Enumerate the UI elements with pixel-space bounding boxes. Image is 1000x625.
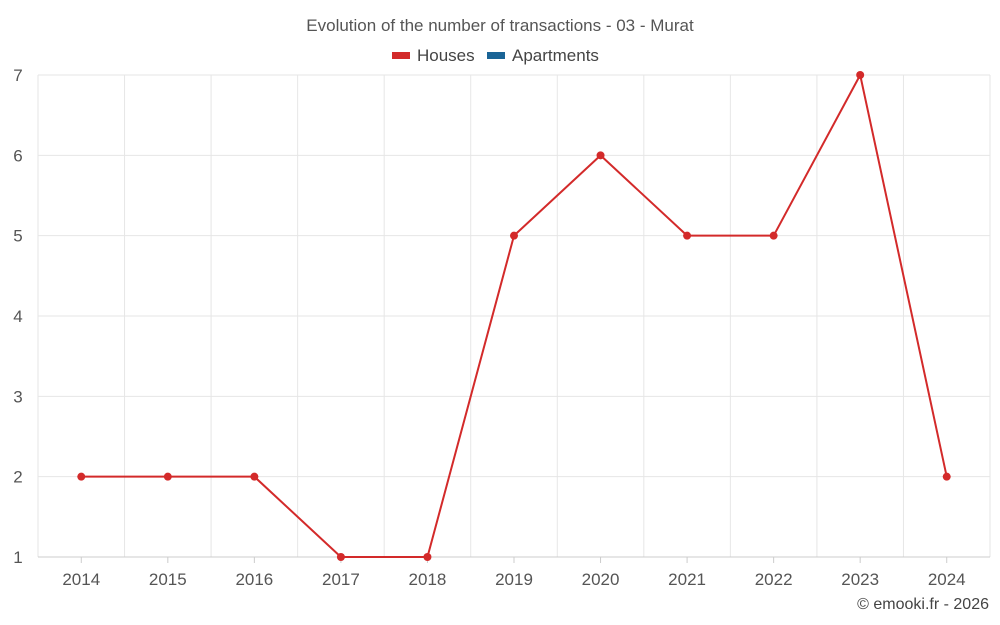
data-point-houses-2022[interactable] xyxy=(769,231,778,240)
data-point-houses-2016[interactable] xyxy=(250,472,259,481)
legend-item-apartments[interactable]: Apartments xyxy=(487,46,599,65)
legend-item-houses[interactable]: Houses xyxy=(392,46,475,65)
x-tick-label: 2018 xyxy=(409,570,447,589)
data-point-houses-2019[interactable] xyxy=(510,231,518,240)
x-tick-label: 2023 xyxy=(841,570,879,589)
data-point-houses-2024[interactable] xyxy=(942,472,951,481)
data-point-houses-2015[interactable] xyxy=(163,472,172,481)
data-point-houses-2021[interactable] xyxy=(683,231,692,240)
y-tick-label: 1 xyxy=(13,548,22,567)
y-tick-label: 2 xyxy=(13,468,22,487)
grid xyxy=(37,74,991,557)
legend-swatch-houses xyxy=(392,52,410,59)
chart-title: Evolution of the number of transactions … xyxy=(306,16,694,35)
x-tick-label: 2014 xyxy=(62,570,100,589)
data-point-houses-2014[interactable] xyxy=(77,472,86,481)
data-point-houses-2023[interactable] xyxy=(856,71,865,79)
x-tick-label: 2021 xyxy=(668,570,706,589)
data-point-houses-2017[interactable] xyxy=(336,553,345,561)
legend-swatch-apartments xyxy=(487,52,505,59)
x-tick-label: 2022 xyxy=(755,570,793,589)
axes: 1 2 3 4 5 6 7 2014 2015 2016 2017 2018 2019 2020 2021 2… xyxy=(13,66,990,589)
y-tick-label: 6 xyxy=(13,146,22,165)
legend: Houses Apartments xyxy=(392,46,599,65)
legend-label-houses: Houses xyxy=(417,46,475,65)
y-tick-label: 4 xyxy=(13,307,22,326)
data-point-houses-2018[interactable] xyxy=(423,553,432,561)
y-tick-label: 7 xyxy=(13,66,22,85)
credit-text: © emooki.fr - 2026 xyxy=(857,596,989,613)
x-tick-label: 2024 xyxy=(928,570,966,589)
x-tick-label: 2016 xyxy=(235,570,273,589)
x-tick-label: 2017 xyxy=(322,570,360,589)
y-tick-label: 3 xyxy=(13,387,22,406)
legend-label-apartments: Apartments xyxy=(512,46,599,65)
x-tick-label: 2020 xyxy=(582,570,620,589)
data-point-houses-2020[interactable] xyxy=(596,151,605,160)
series xyxy=(77,71,951,561)
x-tick-label: 2015 xyxy=(149,570,187,589)
x-tick-label: 2019 xyxy=(495,570,533,589)
y-tick-label: 5 xyxy=(13,227,22,246)
